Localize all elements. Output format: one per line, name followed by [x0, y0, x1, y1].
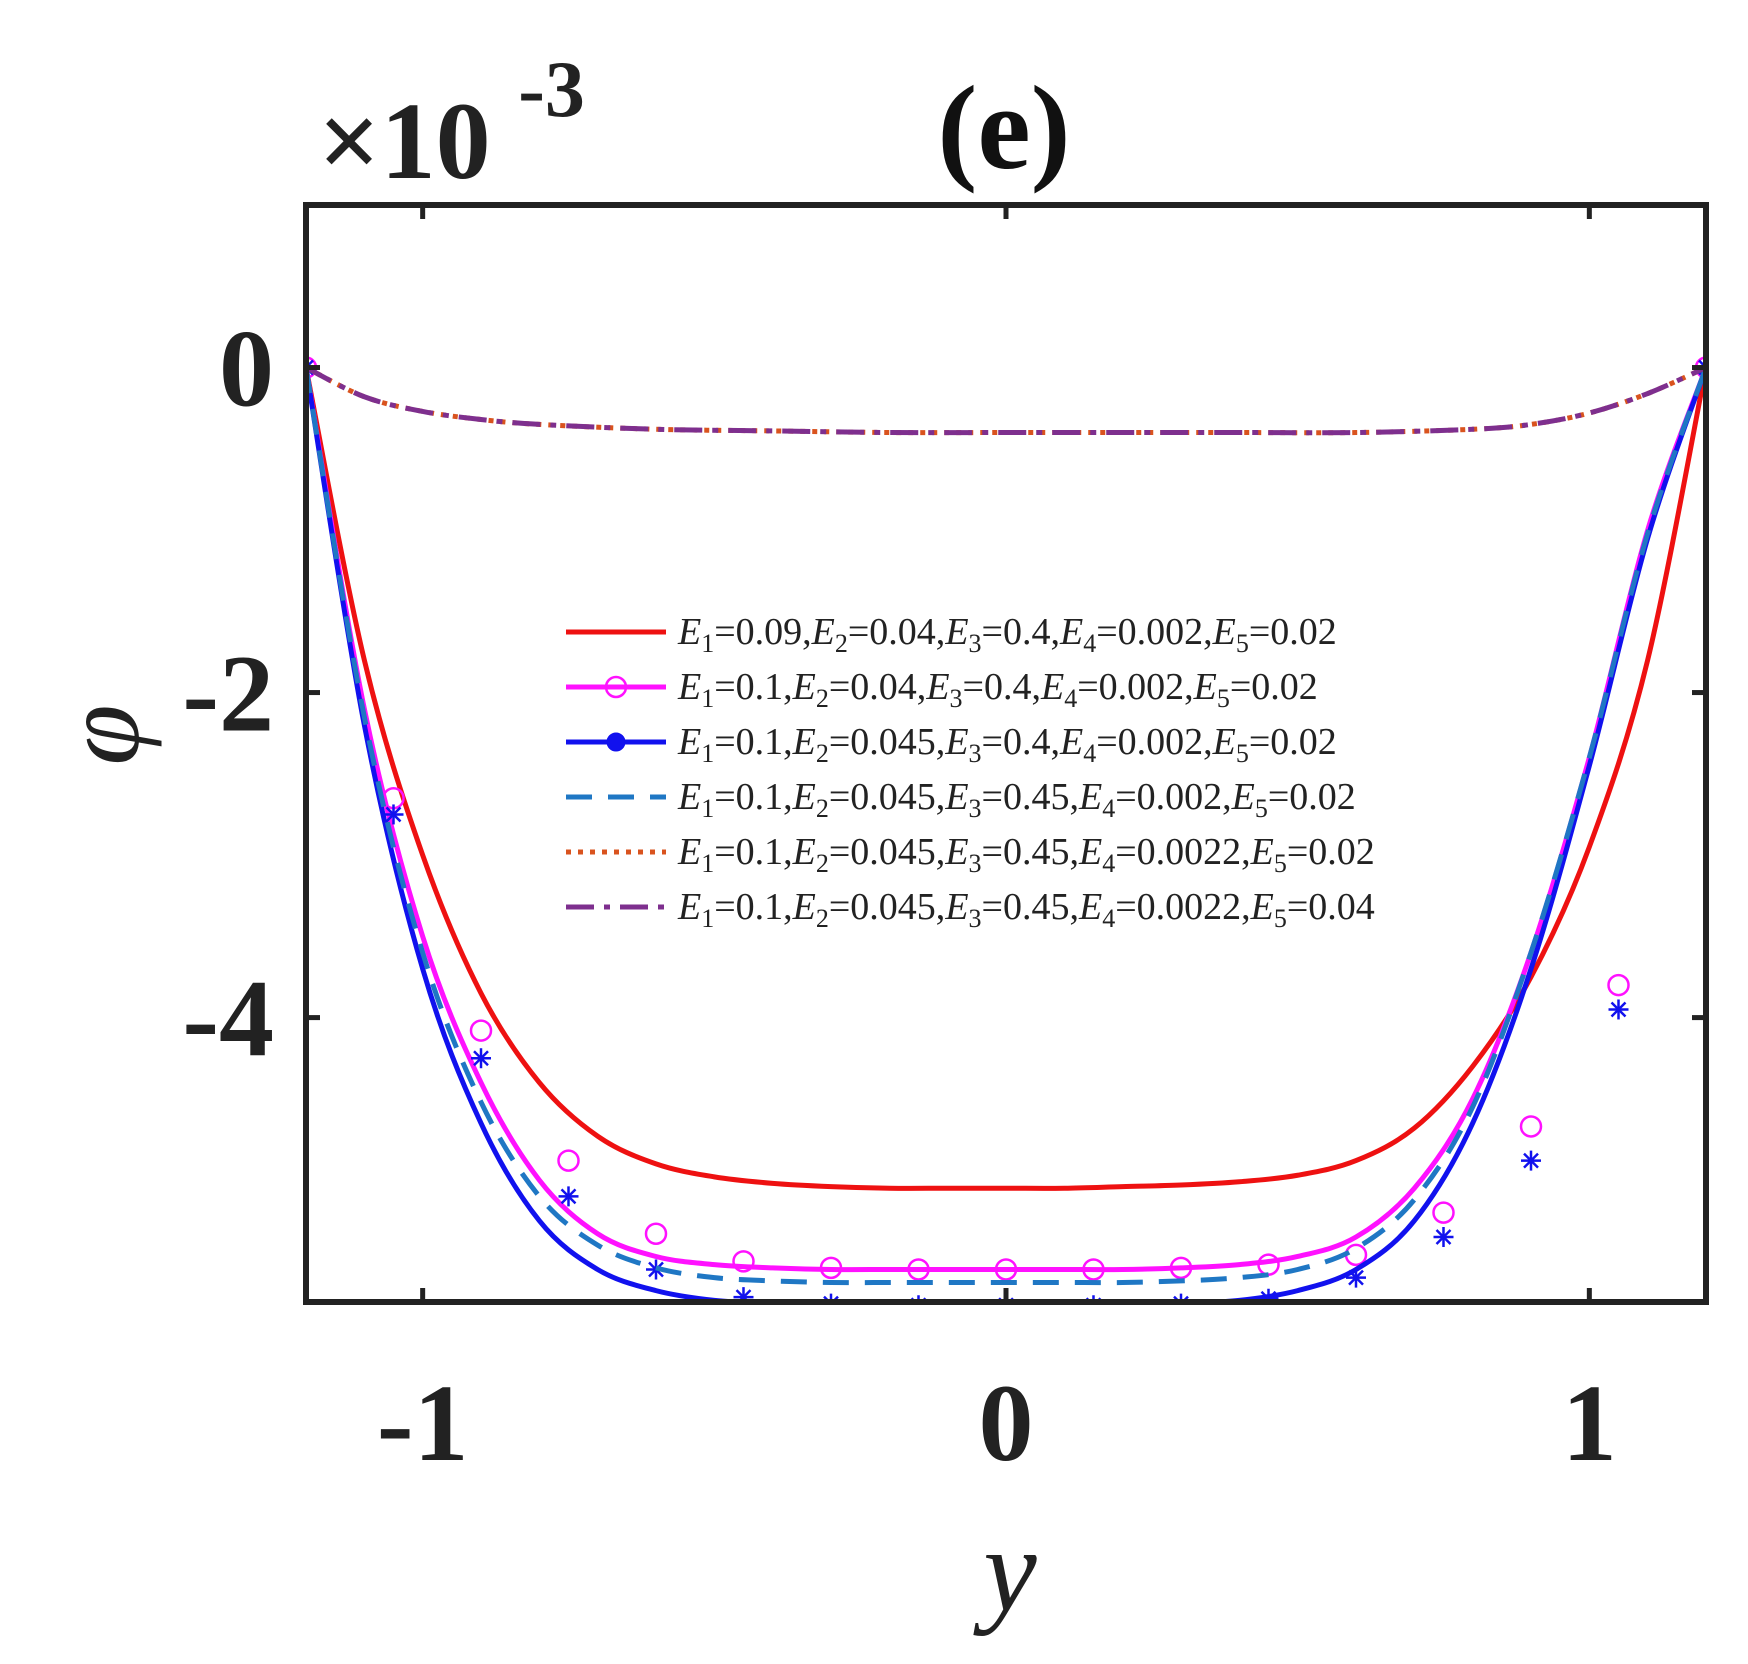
series-3-marker: [1608, 999, 1629, 1020]
legend: E1=0.09,E2=0.04,E3=0.4,E4=0.002,E5=0.02 E…: [566, 611, 1375, 933]
series-2-marker: [644, 1222, 668, 1245]
y-multiplier-exponent: -3: [518, 46, 585, 134]
x-tick-label: 1: [1562, 1362, 1617, 1484]
x-tick-label: 0: [979, 1362, 1034, 1484]
series-3-marker: [1173, 1293, 1189, 1302]
series-line-1: [306, 367, 1706, 1191]
legend-entry-3: E1=0.1,E2=0.045,E3=0.4,E4=0.002,E5=0.02: [677, 721, 1337, 768]
y-tick-label: 0: [219, 308, 274, 430]
series-2-marker: [557, 1149, 580, 1172]
chart-title: (e): [937, 61, 1070, 194]
series-2-marker: [994, 1258, 1018, 1281]
y-axis-label: φ: [40, 705, 162, 766]
series-2-marker: [907, 1258, 930, 1281]
legend-marker-2: [604, 675, 628, 699]
series-3-marker: [1346, 1267, 1366, 1288]
legend-entry-1: E1=0.09,E2=0.04,E3=0.4,E4=0.002,E5=0.02: [677, 611, 1337, 658]
legend-entry-4: E1=0.1,E2=0.045,E3=0.45,E4=0.002,E5=0.02: [677, 776, 1356, 823]
series-2-marker: [819, 1256, 843, 1280]
series-3-marker: [471, 1048, 491, 1069]
series-2-marker: [1169, 1256, 1193, 1280]
series-line-4: [306, 366, 1706, 1286]
legend-entry-5: E1=0.1,E2=0.045,E3=0.45,E4=0.0022,E5=0.0…: [677, 831, 1375, 878]
series-2-marker: [1082, 1258, 1105, 1281]
series-3-marker: [910, 1295, 927, 1302]
series-3-marker: [1085, 1295, 1102, 1302]
series-layer: [306, 356, 1706, 1302]
y-tick-label: -2: [182, 633, 274, 755]
y-multiplier-base: ×10: [318, 80, 491, 202]
y-tick-label: -4: [182, 958, 274, 1080]
series-3-marker: [823, 1293, 839, 1302]
series-3-marker: [558, 1186, 579, 1207]
series-2-marker: [469, 1019, 493, 1042]
tick-layer: -1 0 1 0 -2 -4: [182, 205, 1706, 1484]
series-3-marker: [1433, 1226, 1454, 1247]
series-3-marker: [1521, 1150, 1541, 1171]
series-2-marker: [732, 1250, 755, 1273]
series-2-marker: [1432, 1201, 1455, 1224]
x-axis-label: y: [972, 1503, 1037, 1636]
y-multiplier: ×10 -3: [318, 46, 585, 202]
legend-entry-2: E1=0.1,E2=0.04,E3=0.4,E4=0.002,E5=0.02: [677, 666, 1318, 713]
series-line-6: [306, 365, 1706, 436]
legend-marker-3: [606, 732, 626, 752]
series-3-marker: [383, 804, 404, 825]
x-tick-label: -1: [377, 1362, 469, 1484]
series-2-marker: [1607, 973, 1630, 997]
series-line-3: [306, 366, 1706, 1302]
series-2-marker: [1519, 1115, 1543, 1138]
series-3-marker: [1258, 1288, 1279, 1302]
legend-entry-6: E1=0.1,E2=0.045,E3=0.45,E4=0.0022,E5=0.0…: [677, 886, 1375, 933]
